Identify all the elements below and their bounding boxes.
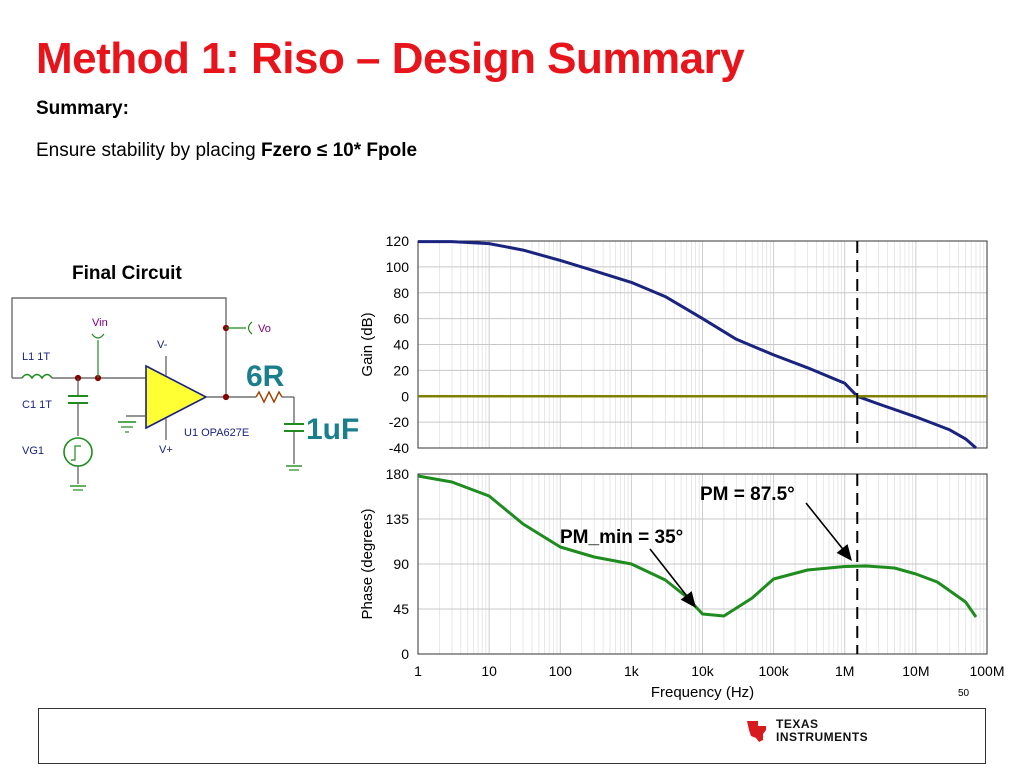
y-tick-label: 45 — [393, 601, 409, 617]
y-tick-label: 0 — [401, 646, 409, 662]
plot-frame — [417, 473, 988, 655]
opamp-u1-symbol — [145, 364, 208, 430]
gain-chart: 120 100 80 60 40 20 0 -20 -40 Gain (dB) — [359, 233, 988, 456]
texas-instruments-logo: Texas Instruments — [744, 718, 868, 744]
vin-label: Vin — [92, 317, 108, 329]
vo-probe-symbol — [247, 321, 253, 335]
circuit-labels: Vin Vo V- V+ L1 1T C1 1T VG1 U1 OPA627E — [22, 317, 271, 457]
cload-value-label: 1uF — [306, 413, 360, 446]
ti-state-icon — [747, 721, 766, 742]
summary-text-prefix: Ensure stability by placing — [36, 140, 261, 161]
x-axis-label: Frequency (Hz) — [651, 684, 754, 701]
circuit-title: Final Circuit — [72, 263, 182, 284]
y-tick-label: 40 — [393, 337, 409, 353]
y-tick-label: 60 — [393, 311, 409, 327]
annotation-label: PM_min = 35° — [560, 527, 683, 548]
x-tick-label: 100M — [969, 663, 1004, 679]
circuit-schematic — [11, 297, 304, 491]
vminus-label: V- — [157, 339, 168, 351]
vin-probe-symbol — [91, 333, 105, 339]
ti-wordmark-line1: Texas — [776, 717, 819, 731]
summary-text-bold: Fzero ≤ 10* Fpole — [260, 140, 418, 161]
y-tick-label: 135 — [386, 511, 410, 527]
inductor-l1-symbol — [21, 373, 53, 380]
x-tick-label: 100 — [549, 663, 573, 679]
y-axis-label: Phase (degrees) — [359, 509, 376, 620]
y-axis-label: Gain (dB) — [359, 312, 376, 376]
y-tick-label: -40 — [389, 440, 409, 456]
vg1-source-symbol — [63, 437, 93, 467]
x-tick-label: 10M — [902, 663, 929, 679]
annotation-arrow-shaft — [805, 502, 847, 554]
riso-resistor-symbol — [255, 390, 283, 404]
c1-label: C1 1T — [22, 399, 52, 411]
vg1-label: VG1 — [22, 445, 44, 457]
ti-wordmark-line2: Instruments — [776, 730, 869, 744]
y-tick-label: 120 — [386, 233, 410, 249]
vplus-label: V+ — [159, 444, 173, 456]
x-tick-label: 10 — [481, 663, 497, 679]
annotation-arrow-shaft — [649, 548, 691, 601]
y-tick-label: 80 — [393, 285, 409, 301]
riso-value-label: 6R — [246, 360, 285, 393]
x-tick-label: 100k — [758, 663, 789, 679]
annotation-arrow-head — [836, 544, 852, 561]
y-tick-label: 90 — [393, 556, 409, 572]
footer-box — [38, 708, 986, 764]
x-tick-label: 1 — [414, 663, 422, 679]
y-tick-label: 100 — [386, 259, 410, 275]
feedback-wire — [11, 297, 227, 398]
node-dot — [222, 393, 230, 401]
l1-label: L1 1T — [22, 351, 50, 363]
vo-label: Vo — [258, 323, 271, 335]
u1-label: U1 OPA627E — [184, 427, 249, 439]
x-tick-label: 1M — [835, 663, 854, 679]
y-tick-label: -20 — [389, 414, 409, 430]
annotation-label: PM = 87.5° — [700, 484, 795, 505]
series-line-1 — [417, 474, 978, 618]
summary-text: Ensure stability by placing Fzero ≤ 10* … — [36, 140, 417, 162]
series-line-1 — [418, 240, 977, 450]
phase-chart: 180 135 90 45 0 Phase (degrees) 1 10 100 1k 10k 100… — [359, 466, 1005, 701]
y-tick-label: 20 — [393, 362, 409, 378]
x-tick-label: 1k — [624, 663, 640, 679]
plot-frame — [417, 240, 988, 449]
vg1-step-symbol — [71, 445, 81, 461]
x-tick-label: 10k — [691, 663, 715, 679]
ti-wordmark: Texas Instruments — [776, 718, 868, 744]
summary-heading: Summary: — [36, 98, 129, 119]
slide-title: Method 1: Riso – Design Summary — [36, 34, 745, 83]
annotation-arrow-head — [680, 591, 696, 608]
y-tick-label: 0 — [401, 388, 409, 404]
y-tick-label: 180 — [386, 466, 410, 482]
page-number: 50 — [958, 688, 970, 699]
